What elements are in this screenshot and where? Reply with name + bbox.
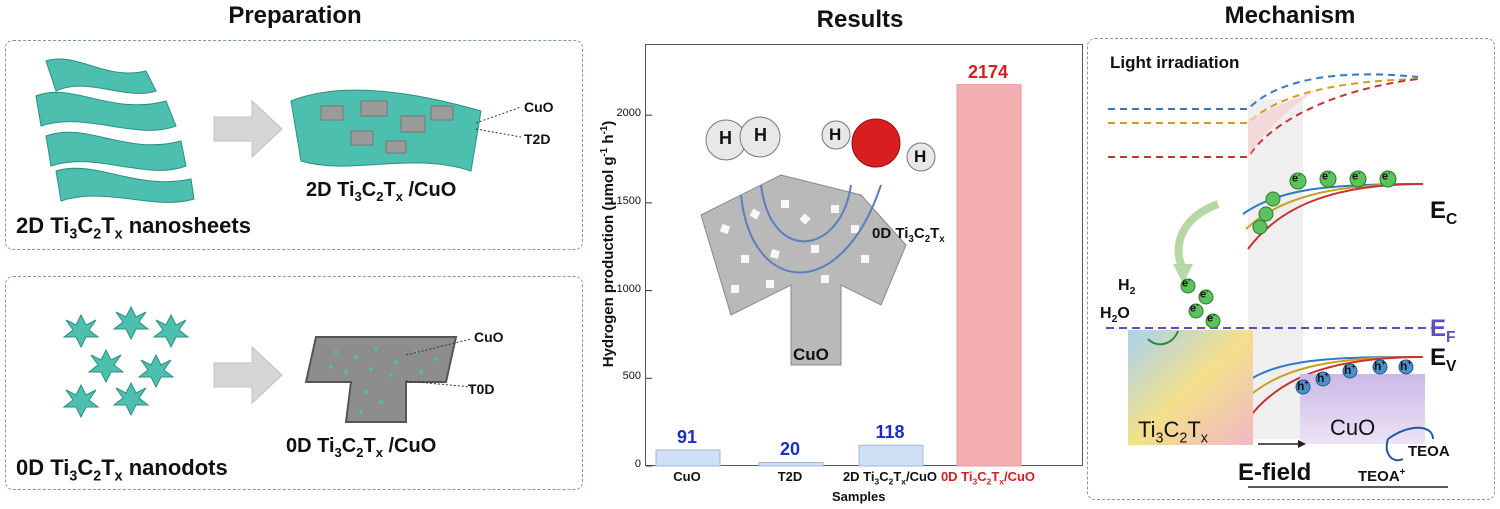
caption-2d-nanosheets: 2D Ti3C2Tx nanosheets bbox=[16, 213, 251, 243]
inset-cuo-label: CuO bbox=[793, 345, 829, 364]
hole-symbol: h+ bbox=[1297, 378, 1309, 393]
caption-2d-composite: 2D Ti3C2Tx /CuO bbox=[306, 179, 457, 204]
ec-label: EC bbox=[1430, 197, 1458, 228]
inset-h-2: H bbox=[754, 125, 767, 145]
preparation-title: Preparation bbox=[228, 2, 362, 29]
h2o-label: H2O bbox=[1100, 305, 1130, 326]
sheet-3 bbox=[45, 131, 187, 171]
h2o-molecule bbox=[821, 118, 936, 172]
electron-transfer-arrow bbox=[1174, 200, 1220, 271]
x-axis-title: Samples bbox=[832, 489, 886, 504]
bar-3 bbox=[956, 84, 1022, 467]
ef-label: EF bbox=[1430, 315, 1456, 346]
label-leader-cuo-bottom bbox=[405, 338, 472, 388]
cuo-patch bbox=[320, 105, 344, 121]
bar-2 bbox=[858, 444, 924, 467]
sheet-1 bbox=[45, 58, 157, 94]
teoa-plus-label: TEOA+ bbox=[1358, 467, 1406, 485]
process-arrow-top bbox=[213, 99, 283, 159]
inset-h-4: H bbox=[914, 147, 927, 166]
process-arrow-bottom bbox=[213, 345, 283, 405]
y-tick-label: 2000 bbox=[616, 107, 641, 120]
nanodots-illustration bbox=[62, 305, 190, 419]
x-category-label: CuO bbox=[673, 469, 701, 484]
bar-value-label: 91 bbox=[676, 427, 698, 448]
electron-symbol: e- bbox=[1200, 287, 1209, 301]
teoa-label: TEOA bbox=[1408, 443, 1450, 460]
electron-symbol: e- bbox=[1292, 171, 1301, 185]
composite-2d-illustration bbox=[290, 89, 482, 172]
y-axis-title-wrap: Hydrogen production (μmol g-1 h-1) bbox=[588, 40, 618, 460]
label-cuo-top: CuO bbox=[524, 99, 554, 115]
x-category-label: T2D bbox=[777, 469, 803, 484]
cuo-band-label: CuO bbox=[1330, 415, 1376, 440]
bar-value-label: 2174 bbox=[967, 61, 1009, 82]
electron-symbol: e- bbox=[1190, 301, 1199, 315]
caption-0d-nanodots: 0D Ti3C2Tx nanodots bbox=[16, 455, 228, 485]
bar-value-label: 20 bbox=[779, 439, 801, 460]
ti3c2tx-label: Ti3C2Tx bbox=[1138, 417, 1208, 447]
bar-1 bbox=[758, 461, 824, 467]
results-title: Results bbox=[816, 6, 904, 33]
nanodot bbox=[62, 313, 100, 349]
label-cuo-bottom: CuO bbox=[474, 329, 504, 345]
y-tick-label: 500 bbox=[622, 370, 641, 383]
nanosheets-illustration bbox=[35, 58, 195, 203]
y-tick-label: 1500 bbox=[616, 194, 641, 207]
sheet-2 bbox=[35, 91, 177, 131]
h2-label: H2 bbox=[1118, 277, 1136, 298]
hole-symbol: h+ bbox=[1400, 358, 1412, 373]
bar-chart bbox=[646, 84, 1022, 467]
hole-symbol: h+ bbox=[1344, 362, 1356, 377]
electron-symbol: e- bbox=[1207, 311, 1216, 325]
panel-mechanism: Light irradiation bbox=[1087, 38, 1495, 500]
electron-symbol: e- bbox=[1182, 276, 1191, 290]
ti3c2tx-block bbox=[1128, 330, 1253, 445]
interface-region bbox=[1248, 99, 1303, 439]
reaction-arrow bbox=[740, 184, 882, 274]
mechanism-title: Mechanism bbox=[1224, 2, 1356, 29]
y-tick-label: 0 bbox=[634, 458, 641, 470]
inset-h-3: H bbox=[829, 125, 842, 144]
inset-0d-label: 0D Ti3C2Tx bbox=[872, 225, 945, 245]
efield-label: E-field bbox=[1238, 459, 1312, 486]
bar-0 bbox=[655, 449, 721, 467]
electron-symbol: e- bbox=[1352, 169, 1361, 183]
y-axis-title: Hydrogen production (μmol g-1 h-1) bbox=[599, 120, 617, 368]
band-diagram bbox=[1106, 73, 1448, 488]
x-category-label: 2D Ti3C2Tx/CuO bbox=[842, 469, 938, 487]
ev-label: EV bbox=[1430, 344, 1457, 375]
panel-2d-preparation: CuO T2D 2D Ti3C2Tx nanosheets 2D Ti3C2Tx… bbox=[5, 40, 583, 250]
inset-h-1: H bbox=[719, 128, 732, 148]
electron-symbol: e- bbox=[1322, 169, 1331, 183]
label-t0d: T0D bbox=[468, 381, 495, 397]
hole-symbol: h+ bbox=[1374, 358, 1386, 373]
composite-0d-illustration bbox=[304, 336, 458, 423]
x-category-label: 0D Ti3C2Tx/CuO bbox=[940, 469, 1036, 487]
inset-cuo-sheet bbox=[700, 174, 907, 366]
electron-symbol: e- bbox=[1382, 169, 1391, 183]
label-leader-cuo-top bbox=[475, 106, 522, 138]
caption-0d-composite: 0D Ti3C2Tx /CuO bbox=[286, 435, 437, 460]
sheet-4 bbox=[55, 167, 195, 203]
h2-molecule bbox=[705, 116, 781, 161]
hole-symbol: h+ bbox=[1317, 370, 1329, 385]
panel-0d-preparation: CuO T0D 0D Ti3C2Tx nanodots 0D Ti3C2Tx /… bbox=[5, 276, 583, 490]
bar-value-label: 118 bbox=[875, 422, 905, 443]
chart-frame: H H H H 0D Ti3C2Tx CuO bbox=[645, 44, 1083, 467]
y-tick-label: 1000 bbox=[616, 282, 641, 295]
light-irradiation-label: Light irradiation bbox=[1110, 53, 1240, 72]
label-t2d: T2D bbox=[524, 131, 551, 147]
